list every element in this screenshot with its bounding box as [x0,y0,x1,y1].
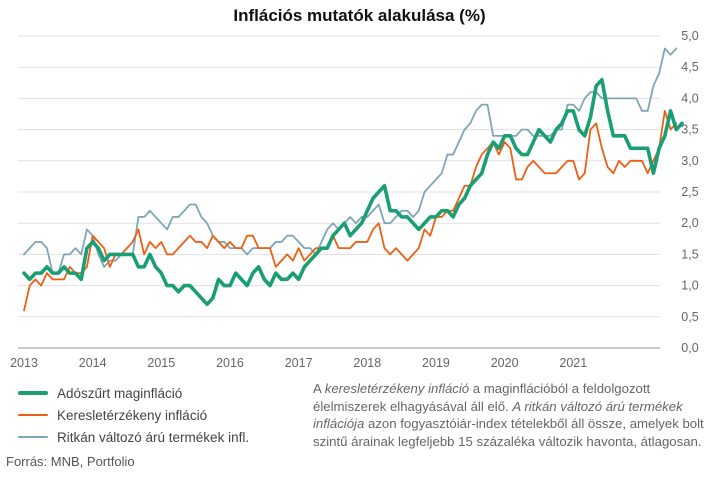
y-tick-label: 4,0 [681,91,698,105]
y-tick-label: 1,5 [681,247,698,261]
note-text-2: a maginflációból a feldolgozott élelmisz… [313,381,651,414]
source-note: Forrás: MNB, Portfolio [6,454,135,469]
note-emphasis-2: A ritkán változó árú termékek inflációja [313,398,683,432]
note-text-3: azon fogyasztóiár-index tételekből áll ö… [313,416,704,449]
x-tick-label: 2016 [216,356,244,370]
y-tick-label: 4,5 [681,60,698,74]
x-tick-label: 2014 [79,356,107,370]
explanatory-note: A keresletérzékeny infláció a maginfláci… [313,380,708,450]
y-axis-labels: 0,0 0,5 1,0 1,5 2,0 2,5 3,0 3,5 4,0 4,5 5,0 [681,29,698,355]
x-tick-label: 2015 [147,356,175,370]
note-text-1: A [313,381,325,396]
legend-swatch-core [18,391,48,395]
note-emphasis-1: keresletérzékeny infláció [324,381,470,396]
legend-swatch-demand [18,414,48,416]
chart-plot: 0,00,51,01,52,02,53,03,54,04,55,0 2013 20… [10,29,699,370]
y-tick-label: 2,0 [681,216,698,230]
grid-lines [18,35,660,349]
legend-item-sticky-price: Ritkán változó árú termékek infl. [18,426,249,448]
y-tick-label: 1,0 [681,279,698,293]
series-line-0 [22,77,684,307]
x-tick-label: 2021 [559,356,587,370]
legend-label-demand: Keresletérzékeny infláció [57,407,208,423]
x-axis-labels: 2013 2014 2015 2016 2017 2018 2019 2020 2021 [10,356,587,370]
legend: Adószűrt maginfláció Keresletérzékeny in… [18,382,249,448]
chart-title: Inflációs mutatók alakulása (%) [233,6,486,25]
x-tick-label: 2018 [353,356,381,370]
y-tick-label: 5,0 [681,29,698,43]
legend-label-sticky: Ritkán változó árú termékek infl. [57,429,250,445]
y-tick-label: 3,5 [681,123,698,137]
y-tick-label: 0,5 [681,310,698,324]
y-tick-label: 0,0 [681,341,698,355]
x-tick-label: 2020 [491,356,519,370]
series-line-1 [23,109,678,312]
x-tick-label: 2019 [422,356,450,370]
y-tick-label: 2,5 [681,185,698,199]
x-tick-label: 2013 [10,356,38,370]
legend-label-core: Adószűrt maginfláció [57,385,183,401]
legend-item-core-inflation: Adószűrt maginfláció [18,382,249,404]
legend-swatch-sticky [18,436,48,438]
y-tick-label: 3,0 [681,154,698,168]
legend-item-demand-sensitive: Keresletérzékeny infláció [18,404,249,426]
series-lines [22,47,684,312]
x-tick-label: 2017 [285,356,313,370]
